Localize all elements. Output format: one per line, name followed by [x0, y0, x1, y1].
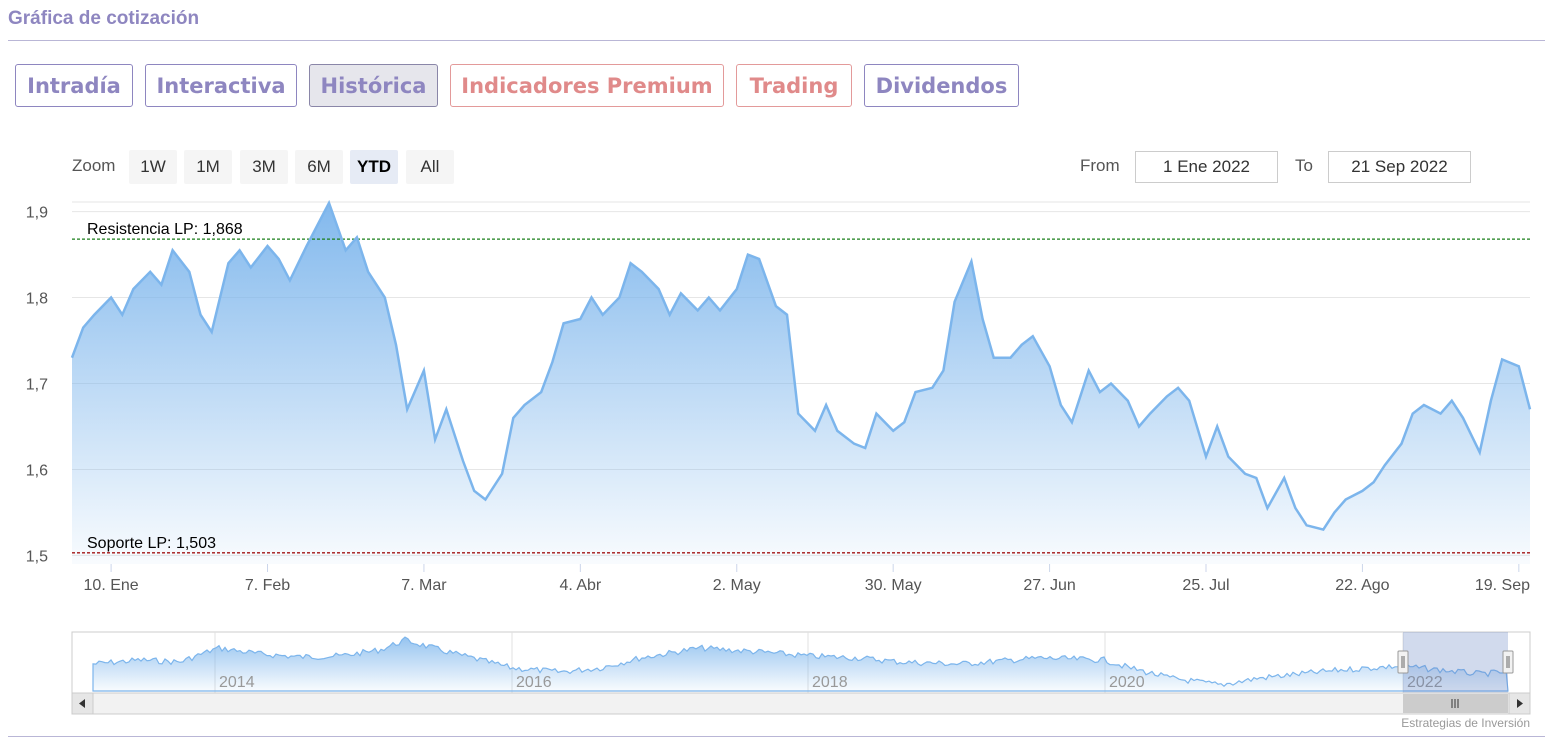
x-tick-label: 19. Sep [1475, 577, 1530, 594]
navigator-selection[interactable] [1403, 632, 1508, 693]
x-axis-labels: 10. Ene 7. Feb 7. Mar 4. Abr 2. May 30. May 27… [84, 564, 1530, 594]
zoom-button-3m[interactable]: 3M [240, 150, 288, 184]
zoom-button-ytd[interactable]: YTD [350, 150, 398, 184]
x-tick-label: 2. May [713, 577, 761, 594]
range-from-input[interactable]: 1 Ene 2022 [1135, 151, 1278, 183]
tab-dividendos[interactable]: Dividendos [864, 64, 1019, 107]
support-label: Soporte LP: 1,503 [87, 535, 216, 552]
range-to-input[interactable]: 21 Sep 2022 [1328, 151, 1471, 183]
navigator-year-label: 2018 [812, 674, 848, 691]
tab-historica[interactable]: Histórica [309, 64, 438, 107]
tab-interactiva[interactable]: Interactiva [145, 64, 297, 107]
arrow-left-icon [79, 699, 85, 708]
tab-indicadores-premium[interactable]: Indicadores Premium [450, 64, 724, 107]
zoom-button-1m[interactable]: 1M [184, 150, 232, 184]
title-divider [8, 40, 1545, 41]
zoom-label: Zoom [72, 156, 116, 175]
tab-trading[interactable]: Trading [736, 64, 852, 107]
tab-intradia[interactable]: Intradía [15, 64, 133, 107]
x-tick-label: 27. Jun [1023, 577, 1075, 594]
price-series-line [70, 199, 1532, 532]
y-tick-label: 1,9 [26, 205, 48, 222]
x-tick-label: 10. Ene [84, 577, 139, 594]
x-tick-label: 22. Ago [1335, 577, 1389, 594]
y-tick-label: 1,5 [26, 548, 48, 565]
range-to-label: To [1295, 156, 1313, 175]
scrollbar-track[interactable] [71, 692, 1531, 715]
x-tick-label: 25. Jul [1182, 577, 1229, 594]
navigator-year-label: 2014 [219, 674, 255, 691]
navigator-year-label: 2016 [516, 674, 552, 691]
zoom-button-6m[interactable]: 6M [295, 150, 343, 184]
navigator-series [92, 636, 1509, 692]
y-tick-label: 1,8 [26, 291, 48, 308]
navigator-year-label: 2022 [1407, 674, 1443, 691]
navigator-handle-left[interactable] [1397, 650, 1409, 674]
y-tick-label: 1,7 [26, 377, 48, 394]
navigator-year-labels: 2014 2016 2018 2020 2022 [219, 674, 1443, 691]
x-tick-label: 7. Feb [245, 577, 290, 594]
resistance-label: Resistencia LP: 1,868 [87, 221, 243, 238]
zoom-button-1w[interactable]: 1W [129, 150, 177, 184]
x-tick-label: 30. May [865, 577, 922, 594]
price-area [72, 203, 1530, 564]
x-tick-label: 7. Mar [401, 577, 447, 594]
bottom-divider [8, 736, 1545, 737]
page-title: Gráfica de cotización [8, 8, 200, 29]
navigator[interactable]: 2014 2016 2018 2020 2022 [71, 631, 1531, 694]
navigator-handle-right[interactable] [1502, 650, 1514, 674]
y-axis-labels: 1,5 1,6 1,7 1,8 1,9 [26, 205, 48, 566]
arrow-right-icon [1517, 699, 1523, 708]
chart-credits[interactable]: Estrategias de Inversión [1401, 716, 1530, 730]
range-from-label: From [1080, 156, 1120, 175]
scrollbar[interactable] [71, 692, 1531, 715]
y-tick-label: 1,6 [26, 462, 48, 479]
zoom-button-all[interactable]: All [406, 150, 454, 184]
x-tick-label: 4. Abr [559, 577, 601, 594]
navigator-year-label: 2020 [1109, 674, 1145, 691]
